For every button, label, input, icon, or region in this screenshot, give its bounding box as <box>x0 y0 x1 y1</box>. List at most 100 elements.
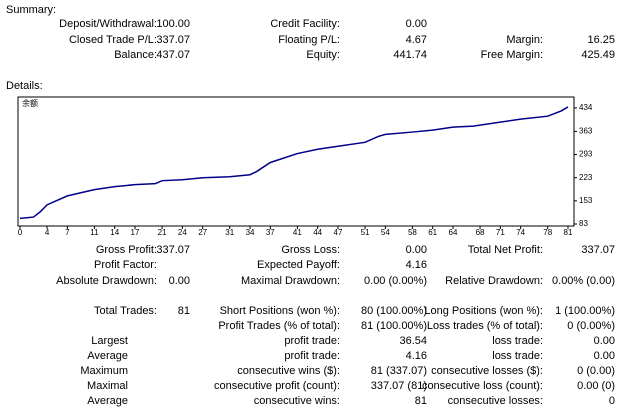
x-tick-label: 81 <box>564 228 573 237</box>
details-value: 1 (100.00%) <box>555 305 615 317</box>
summary-value: 4.67 <box>406 34 427 46</box>
summary-label: Floating P/L: <box>278 34 340 46</box>
details-label: Absolute Drawdown: <box>56 275 157 287</box>
stats-label: consecutive losses ($): <box>431 365 543 377</box>
x-tick-label: 24 <box>178 228 187 237</box>
summary-value: 16.25 <box>587 34 615 46</box>
x-tick-label: 41 <box>293 228 302 237</box>
summary-value: 441.74 <box>393 49 427 61</box>
summary-label: Balance: <box>114 49 157 61</box>
stats-value: 81 <box>415 395 427 407</box>
details-label: Maximal Drawdown: <box>241 275 340 287</box>
summary-value: 337.07 <box>156 34 190 46</box>
x-tick-label: 37 <box>266 228 275 237</box>
stats-label: consecutive loss (count): <box>422 380 543 392</box>
stats-value: 0.00 <box>594 350 615 362</box>
summary-label: Closed Trade P/L: <box>69 34 157 46</box>
details-value: 0 (0.00%) <box>567 320 615 332</box>
x-tick-label: 4 <box>45 228 50 237</box>
details-label: Total Trades: <box>94 305 157 317</box>
summary-value: 437.07 <box>156 49 190 61</box>
details-value: 81 (100.00%) <box>361 320 427 332</box>
x-tick-label: 7 <box>65 228 70 237</box>
details-label: Total Net Profit: <box>468 244 543 256</box>
details-value: 337.07 <box>581 244 615 256</box>
y-tick-label: 153 <box>579 196 593 205</box>
details-label: Profit Factor: <box>94 259 157 271</box>
summary-label: Margin: <box>506 34 543 46</box>
summary-value: 100.00 <box>156 18 190 30</box>
details-value: 0.00 <box>169 275 190 287</box>
summary-label: Equity: <box>306 49 340 61</box>
stats-label: loss trade: <box>492 350 543 362</box>
details-value: 81 <box>178 305 190 317</box>
details-label: Profit Trades (% of total): <box>218 320 340 332</box>
stats-label: profit trade: <box>284 335 340 347</box>
x-tick-label: 51 <box>361 228 370 237</box>
details-label: Relative Drawdown: <box>445 275 543 287</box>
details-value: 0.00 (0.00%) <box>364 275 427 287</box>
y-tick-label: 223 <box>579 173 593 182</box>
x-tick-label: 14 <box>110 228 119 237</box>
x-tick-label: 27 <box>198 228 207 237</box>
y-tick-label: 293 <box>579 150 593 159</box>
stats-value: 81 (337.07) <box>371 365 427 377</box>
stats-row-heading: Largest <box>91 335 128 347</box>
x-tick-label: 78 <box>543 228 552 237</box>
stats-value: 0.00 <box>594 335 615 347</box>
stats-value: 0 (0.00) <box>577 365 615 377</box>
details-label: Expected Payoff: <box>257 259 340 271</box>
y-tick-label: 83 <box>579 219 588 228</box>
x-tick-label: 64 <box>449 228 458 237</box>
y-tick-label: 363 <box>579 127 593 136</box>
x-tick-label: 34 <box>246 228 255 237</box>
summary-value: 0.00 <box>406 18 427 30</box>
x-tick-label: 44 <box>313 228 322 237</box>
details-label: Short Positions (won %): <box>220 305 340 317</box>
details-value: 337.07 <box>156 244 190 256</box>
stats-value: 0.00 (0) <box>577 380 615 392</box>
stats-row-heading: Maximum <box>80 365 128 377</box>
stats-row-heading: Maximal <box>87 380 128 392</box>
x-tick-label: 11 <box>90 228 99 237</box>
details-label: Gross Profit: <box>96 244 157 256</box>
stats-label: consecutive profit (count): <box>214 380 340 392</box>
x-tick-label: 68 <box>476 228 485 237</box>
x-tick-label: 47 <box>334 228 343 237</box>
x-tick-label: 21 <box>158 228 167 237</box>
details-value: 0.00 <box>406 244 427 256</box>
legend-label: 余额 <box>22 98 38 108</box>
summary-label: Deposit/Withdrawal: <box>59 18 157 30</box>
stats-label: profit trade: <box>284 350 340 362</box>
stats-label: consecutive wins ($): <box>237 365 340 377</box>
details-value: 4.16 <box>406 259 427 271</box>
x-tick-label: 58 <box>408 228 417 237</box>
chart-frame <box>18 97 574 226</box>
x-tick-label: 17 <box>131 228 140 237</box>
details-label: Gross Loss: <box>281 244 340 256</box>
details-value: 80 (100.00%) <box>361 305 427 317</box>
x-tick-label: 54 <box>381 228 390 237</box>
section-title: Details: <box>6 80 43 92</box>
stats-value: 337.07 (81) <box>371 380 427 392</box>
section-title: Summary: <box>6 4 56 16</box>
summary-label: Credit Facility: <box>270 18 340 30</box>
stats-value: 4.16 <box>406 350 427 362</box>
x-tick-label: 31 <box>225 228 234 237</box>
stats-row-heading: Average <box>87 395 128 407</box>
y-tick-label: 434 <box>579 103 593 112</box>
x-tick-label: 61 <box>428 228 437 237</box>
x-tick-label: 0 <box>18 228 23 237</box>
stats-value: 36.54 <box>399 335 427 347</box>
details-value: 0.00% (0.00) <box>552 275 615 287</box>
stats-label: consecutive losses: <box>448 395 543 407</box>
x-tick-label: 71 <box>496 228 505 237</box>
stats-label: loss trade: <box>492 335 543 347</box>
summary-label: Free Margin: <box>481 49 543 61</box>
stats-row-heading: Average <box>87 350 128 362</box>
x-tick-label: 74 <box>516 228 525 237</box>
stats-value: 0 <box>609 395 615 407</box>
details-label: Loss trades (% of total): <box>427 320 543 332</box>
summary-value: 425.49 <box>581 49 615 61</box>
